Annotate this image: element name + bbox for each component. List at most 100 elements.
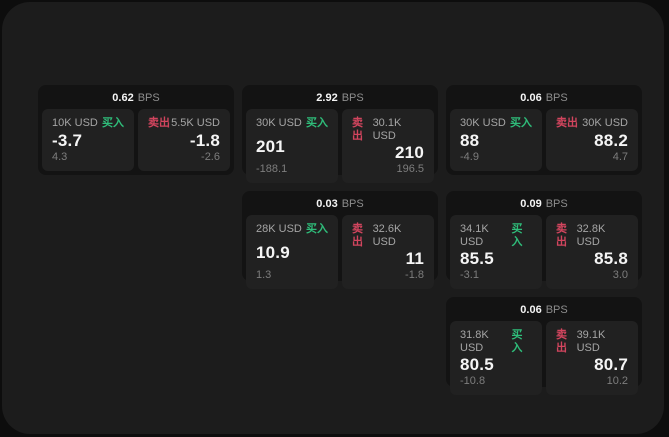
sell-side-label: 卖出 [352, 117, 363, 142]
buy-price: 201 [256, 136, 285, 156]
bps-unit-label: BPS [545, 92, 568, 104]
card-header: 0.06 BPS [450, 89, 638, 107]
buy-panel[interactable]: 34.1K USD 买入 85.5 -3.1 [450, 215, 542, 289]
buy-size: 34.1K USD [460, 223, 489, 248]
buy-price: -3.7 [52, 130, 83, 150]
buy-size: 31.8K USD [460, 329, 489, 354]
card-header: 0.06 BPS [450, 301, 638, 319]
quote-card: 0.62 BPS 10K USD 买入 -3.7 4.3 卖出 [38, 85, 234, 175]
sell-price: 80.7 [594, 355, 628, 374]
buy-price: 88 [460, 130, 480, 150]
sell-toprow: 卖出 30K USD [556, 117, 628, 130]
buy-panel[interactable]: 31.8K USD 买入 80.5 -10.8 [450, 321, 542, 395]
card-body: 34.1K USD 买入 85.5 -3.1 卖出 32.8K USD 85.8… [450, 215, 638, 289]
sell-delta: 4.7 [612, 151, 628, 163]
bps-value: 0.03 [316, 198, 338, 210]
buy-side-label: 买入 [306, 223, 328, 235]
bps-unit-label: BPS [341, 92, 364, 104]
card-header: 2.92 BPS [246, 89, 434, 107]
card-header: 0.09 BPS [450, 195, 638, 213]
sell-panel[interactable]: 卖出 5.5K USD -1.8 -2.6 [138, 109, 230, 171]
sell-size: 30K USD [582, 117, 628, 129]
sell-price: 210 [395, 143, 424, 162]
sell-panel[interactable]: 卖出 32.6K USD 11 -1.8 [342, 215, 434, 289]
card-body: 30K USD 买入 201 -188.1 卖出 30.1K USD 210 1… [246, 109, 434, 183]
buy-side-label: 买入 [306, 117, 328, 129]
sell-size: 32.8K USD [576, 223, 606, 248]
sell-toprow: 卖出 32.8K USD [556, 223, 628, 249]
bps-unit-label: BPS [545, 304, 568, 316]
sell-delta: -2.6 [201, 151, 220, 163]
quote-card-grid: 0.62 BPS 10K USD 买入 -3.7 4.3 卖出 [38, 85, 642, 395]
buy-side-label: 买入 [510, 117, 532, 129]
sell-panel[interactable]: 卖出 39.1K USD 80.7 10.2 [546, 321, 638, 395]
buy-toprow: 30K USD 买入 [460, 117, 532, 130]
buy-toprow: 31.8K USD 买入 [460, 329, 532, 355]
bps-value: 0.62 [112, 92, 134, 104]
card-body: 30K USD 买入 88 -4.9 卖出 30K USD 88.2 4.7 [450, 109, 638, 171]
buy-panel[interactable]: 28K USD 买入 10.9 1.3 [246, 215, 338, 289]
sell-delta: 3.0 [612, 269, 628, 281]
quote-card: 2.92 BPS 30K USD 买入 201 -188.1 卖出 [242, 85, 438, 183]
bps-unit-label: BPS [545, 198, 568, 210]
buy-delta: -188.1 [256, 163, 288, 175]
sell-size: 39.1K USD [576, 329, 606, 354]
sell-side-label: 卖出 [556, 117, 578, 129]
bps-value: 0.06 [520, 304, 542, 316]
sell-panel[interactable]: 卖出 30.1K USD 210 196.5 [342, 109, 434, 183]
buy-panel[interactable]: 30K USD 买入 201 -188.1 [246, 109, 338, 183]
sell-size: 5.5K USD [171, 117, 220, 129]
buy-toprow: 30K USD 买入 [256, 117, 328, 130]
sell-side-label: 卖出 [352, 223, 363, 248]
card-body: 28K USD 买入 10.9 1.3 卖出 32.6K USD 11 -1.8 [246, 215, 434, 289]
sell-price: 11 [405, 249, 424, 268]
sell-panel[interactable]: 卖出 32.8K USD 85.8 3.0 [546, 215, 638, 289]
buy-price: 10.9 [256, 242, 290, 262]
sell-toprow: 卖出 39.1K USD [556, 329, 628, 355]
sell-delta: -1.8 [405, 269, 424, 281]
buy-panel[interactable]: 10K USD 买入 -3.7 4.3 [42, 109, 134, 171]
buy-delta: -10.8 [460, 375, 486, 387]
card-body: 31.8K USD 买入 80.5 -10.8 卖出 39.1K USD 80.… [450, 321, 638, 395]
bps-unit-label: BPS [137, 92, 160, 104]
sell-price: -1.8 [189, 130, 220, 150]
buy-delta: -3.1 [460, 269, 479, 281]
card-header: 0.03 BPS [246, 195, 434, 213]
bps-unit-label: BPS [341, 198, 364, 210]
sell-side-label: 卖出 [556, 329, 567, 354]
quote-card: 0.06 BPS 30K USD 买入 88 -4.9 卖出 [446, 85, 642, 175]
sell-size: 30.1K USD [372, 117, 402, 142]
bps-value: 0.06 [520, 92, 542, 104]
sell-side-label: 卖出 [556, 223, 567, 248]
buy-delta: -4.9 [460, 151, 479, 163]
sell-toprow: 卖出 32.6K USD [352, 223, 424, 249]
quote-card: 0.03 BPS 28K USD 买入 10.9 1.3 卖出 [242, 191, 438, 289]
buy-size: 30K USD [256, 117, 302, 129]
quote-card: 0.06 BPS 31.8K USD 买入 80.5 -10.8 卖 [446, 297, 642, 395]
card-body: 10K USD 买入 -3.7 4.3 卖出 5.5K USD -1.8 -2.… [42, 109, 230, 171]
buy-toprow: 10K USD 买入 [52, 117, 124, 130]
buy-delta: 4.3 [52, 151, 68, 163]
bps-value: 2.92 [316, 92, 338, 104]
buy-delta: 1.3 [256, 269, 272, 281]
buy-side-label: 买入 [102, 117, 124, 129]
buy-toprow: 34.1K USD 买入 [460, 223, 532, 249]
buy-size: 10K USD [52, 117, 98, 129]
sell-side-label: 卖出 [148, 117, 170, 129]
sell-delta: 196.5 [396, 163, 424, 175]
main-panel: 0.62 BPS 10K USD 买入 -3.7 4.3 卖出 [2, 2, 664, 434]
buy-side-label: 买入 [511, 329, 523, 354]
sell-toprow: 卖出 5.5K USD [148, 117, 220, 130]
buy-size: 28K USD [256, 223, 302, 235]
sell-toprow: 卖出 30.1K USD [352, 117, 424, 143]
sell-price: 85.8 [594, 249, 628, 268]
buy-toprow: 28K USD 买入 [256, 223, 328, 236]
sell-delta: 10.2 [606, 375, 628, 387]
card-header: 0.62 BPS [42, 89, 230, 107]
sell-price: 88.2 [594, 130, 628, 150]
sell-size: 32.6K USD [372, 223, 402, 248]
buy-size: 30K USD [460, 117, 506, 129]
sell-panel[interactable]: 卖出 30K USD 88.2 4.7 [546, 109, 638, 171]
buy-panel[interactable]: 30K USD 买入 88 -4.9 [450, 109, 542, 171]
